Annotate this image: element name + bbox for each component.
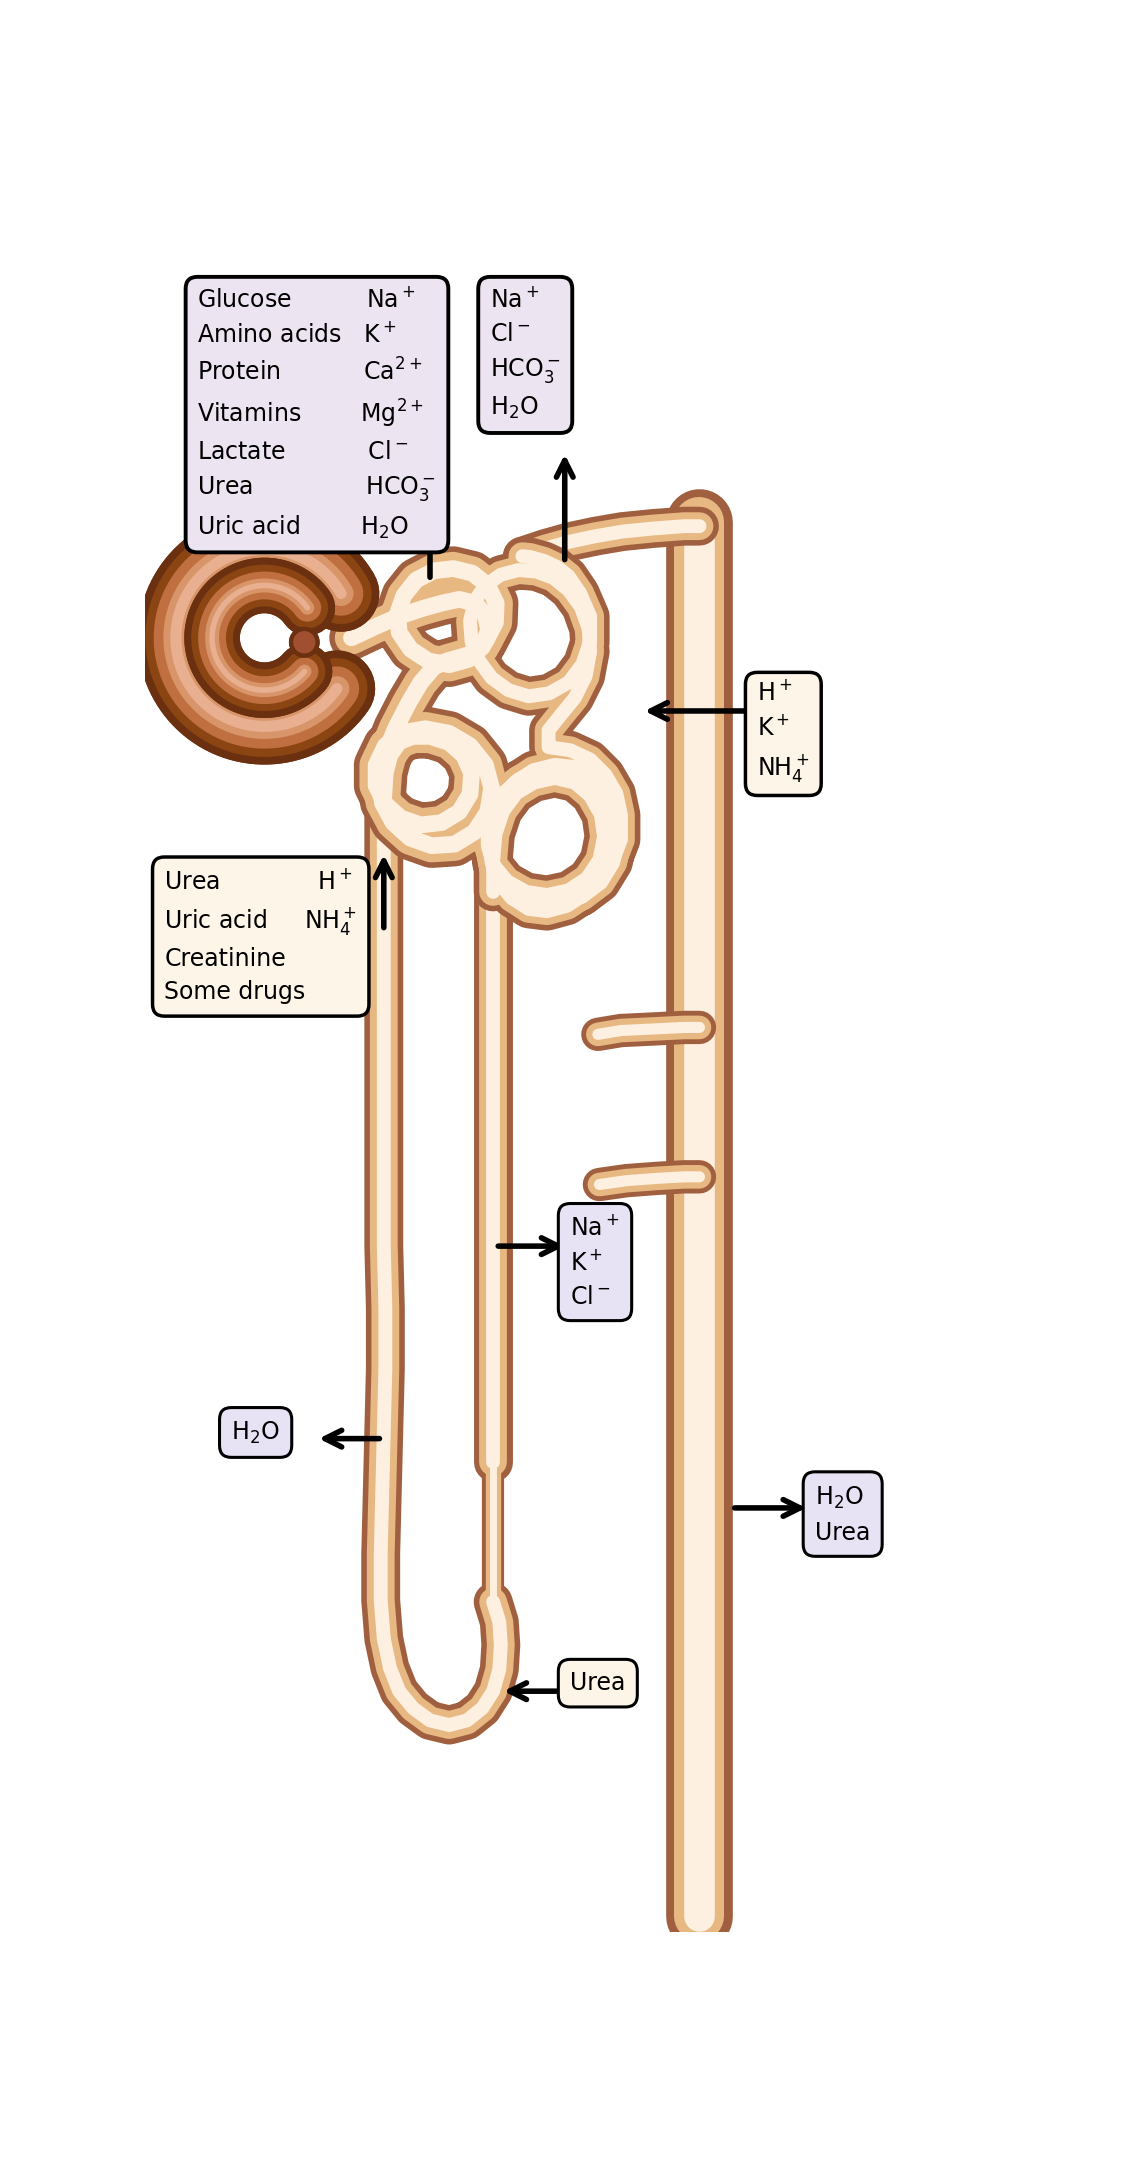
Circle shape [291,630,318,656]
Text: H$_2$O
Urea: H$_2$O Urea [815,1485,871,1544]
Text: Na$^+$
Cl$^-$
HCO$_3^-$
H$_2$O: Na$^+$ Cl$^-$ HCO$_3^-$ H$_2$O [490,287,560,421]
Text: Na$^+$
K$^+$
Cl$^-$: Na$^+$ K$^+$ Cl$^-$ [570,1216,620,1309]
Text: Glucose          Na$^+$
Amino acids   K$^+$
Protein           Ca$^{2+}$
Vitamins: Glucose Na$^+$ Amino acids K$^+$ Protein… [198,287,437,541]
Text: Urea: Urea [570,1672,626,1696]
Text: Urea             H$^+$
Uric acid     NH$_4^+$
Creatinine
Some drugs: Urea H$^+$ Uric acid NH$_4^+$ Creatinine… [164,868,357,1005]
Circle shape [291,630,318,656]
Text: H$^+$
K$^+$
NH$_4^+$: H$^+$ K$^+$ NH$_4^+$ [757,680,809,784]
Text: H$_2$O: H$_2$O [231,1420,280,1446]
